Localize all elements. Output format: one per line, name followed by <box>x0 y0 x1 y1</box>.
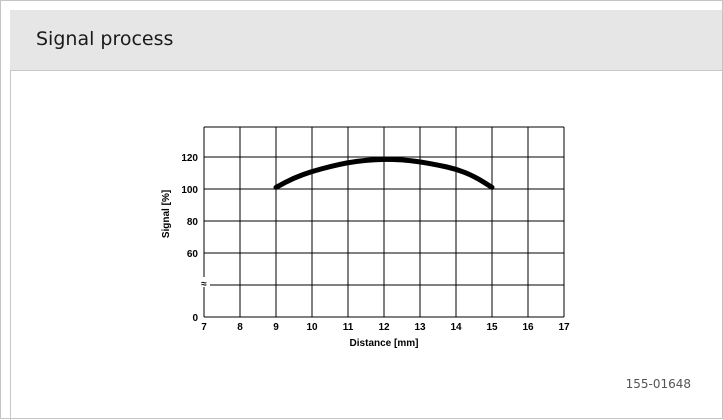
x-tick-label: 13 <box>414 322 426 333</box>
figure-id: 155-01648 <box>625 377 691 391</box>
y-tick-label: 100 <box>181 185 198 196</box>
x-tick-label: 12 <box>378 322 390 333</box>
x-tick-label: 14 <box>450 322 462 333</box>
signal-curve <box>273 156 495 190</box>
y-tick-label: 60 <box>187 249 199 260</box>
left-divider <box>10 71 11 420</box>
axis-break-symbol: ≈ <box>201 279 207 290</box>
axis-break-mask <box>196 277 210 287</box>
y-tick-label: 120 <box>181 153 198 164</box>
section-title: Signal process <box>36 28 174 50</box>
x-tick-label: 9 <box>273 322 279 333</box>
y-tick-label: 0 <box>192 313 198 324</box>
x-tick-label: 16 <box>522 322 534 333</box>
x-tick-label: 7 <box>201 322 207 333</box>
y-tick-label: 80 <box>187 217 199 228</box>
x-tick-label: 15 <box>486 322 498 333</box>
section-header: Signal process <box>10 10 722 71</box>
x-axis-title: Distance [mm] <box>350 338 419 349</box>
x-tick-label: 17 <box>558 322 570 333</box>
signal-distance-chart: ≈7 8 9 10 11 12 13 14 15 16 17 0 60 80 100 120 Distance … <box>161 126 570 349</box>
x-tick-label: 8 <box>237 322 243 333</box>
y-axis-title: Signal [%] <box>161 190 172 238</box>
x-tick-label: 11 <box>343 322 354 333</box>
x-tick-label: 10 <box>306 322 318 333</box>
